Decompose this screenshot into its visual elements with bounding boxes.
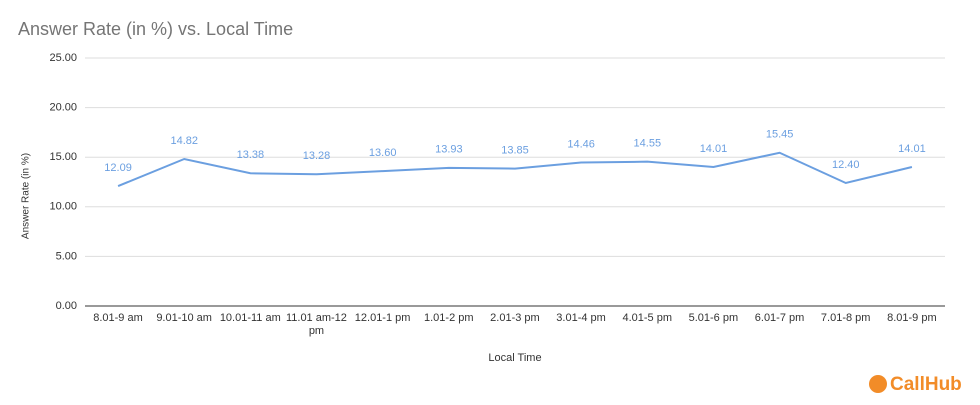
x-axis-label: Local Time [488, 352, 541, 364]
data-label: 13.28 [303, 150, 331, 162]
x-tick-label: 12.01-1 pm [354, 312, 411, 324]
y-tick-label: 0.00 [56, 300, 77, 312]
chart-title: Answer Rate (in %) vs. Local Time [18, 19, 293, 39]
x-tick-label: 2.01-3 pm [490, 312, 540, 324]
data-label: 12.09 [104, 162, 132, 174]
x-tick-label: 11.01 am-12 pm [285, 312, 347, 337]
y-tick-label: 25.00 [49, 52, 77, 64]
data-label: 12.40 [832, 159, 860, 171]
x-tick-label: 4.01-5 pm [622, 312, 672, 324]
x-tick-label: 7.01-8 pm [820, 312, 871, 324]
y-tick-label: 15.00 [49, 151, 77, 163]
logo-icon [869, 375, 887, 393]
data-label: 13.93 [435, 144, 463, 156]
x-tick-label: 8.01-9 pm [887, 312, 937, 324]
x-tick-label: 10.01-11 am [219, 312, 281, 324]
data-label: 14.01 [898, 143, 926, 155]
x-tick-label: 9.01-10 am [156, 312, 212, 324]
data-line [117, 151, 913, 187]
brand: CallHub [890, 374, 962, 395]
data-label: 13.85 [501, 145, 529, 157]
data-label: 14.55 [634, 138, 662, 150]
data-label: 14.82 [170, 135, 198, 147]
x-tick-label: 3.01-4 pm [556, 312, 606, 324]
x-tick-label: 1.01-2 pm [424, 312, 474, 324]
y-tick-label: 5.00 [56, 250, 77, 262]
data-label: 14.01 [700, 143, 728, 155]
y-tick-label: 10.00 [49, 201, 77, 213]
data-label: 14.46 [567, 138, 595, 150]
x-tick-label: 8.01-9 am [93, 312, 143, 324]
data-label: 13.38 [237, 149, 265, 161]
y-tick-label: 20.00 [49, 102, 77, 114]
y-axis-label: Answer Rate (in %) [21, 153, 32, 239]
data-label: 15.45 [766, 129, 794, 141]
x-tick-label: 5.01-6 pm [688, 312, 739, 324]
x-tick-label: 6.01-7 pm [754, 312, 805, 324]
data-label: 13.60 [369, 147, 397, 159]
